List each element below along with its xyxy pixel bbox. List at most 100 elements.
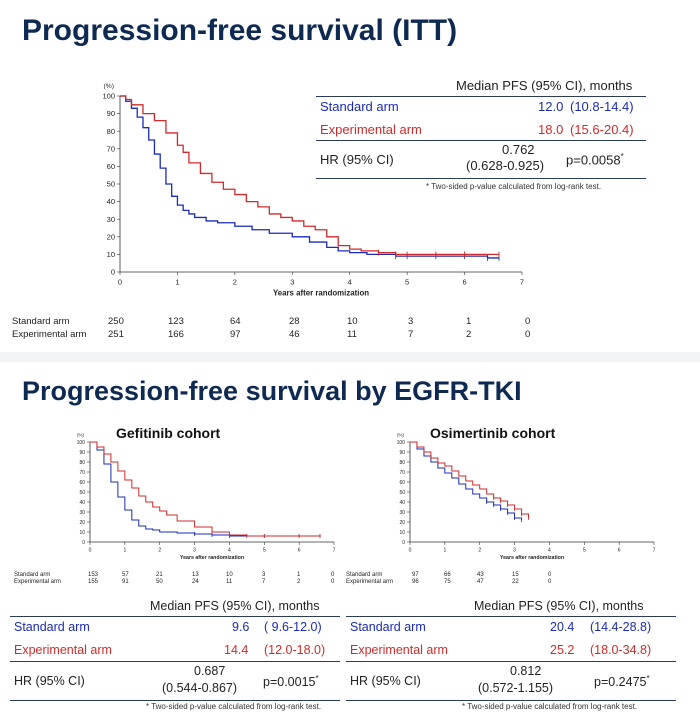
gef-x-tick-label: 7 <box>333 548 336 554</box>
osi-median-table: Median PFS (95% CI), months Standard arm… <box>346 594 676 706</box>
osi-at-risk-experimental-0: 96 <box>412 579 419 585</box>
gef-x-tick-label: 3 <box>193 548 196 554</box>
gef-at-risk-experimental-7: 0 <box>331 579 335 585</box>
itt-panel: Progression-free survival (ITT) 0 10 20 30 4… <box>0 0 700 352</box>
osi-at-risk-table: Standard arm 97 66 43 15 0 Experimental … <box>0 572 700 590</box>
osi-x-axis-label: Years after randomization <box>500 555 564 561</box>
itt-at-risk-standard-3: 28 <box>289 316 300 327</box>
gef-at-risk-standard-1: 57 <box>122 572 129 578</box>
osi-at-risk-standard-1: 66 <box>444 572 451 578</box>
gef-y-tick-label: 0 <box>82 540 85 546</box>
gef-y-tick-label: 100 <box>77 440 86 446</box>
itt-at-risk-experimental-0: 251 <box>108 329 124 340</box>
gef-y-tick-label: 20 <box>79 520 85 526</box>
itt-at-risk-standard-6: 1 <box>466 316 472 327</box>
gef-y-tick-label: 50 <box>79 490 85 496</box>
osi-standard-ci: (14.4-28.8) <box>590 620 652 634</box>
itt-at-risk-experimental-6: 2 <box>466 329 472 340</box>
itt-at-risk-standard-0: 250 <box>108 316 124 327</box>
itt-at-risk-standard-7: 0 <box>525 316 531 327</box>
gef-x-tick-label: 4 <box>228 548 231 554</box>
osi-hr-value: 0.812 <box>510 664 542 678</box>
gef-y-tick-label: 90 <box>79 450 85 456</box>
osi-standard-label: Standard arm <box>350 620 426 634</box>
gef-y-tick-label: 60 <box>79 480 85 486</box>
gef-at-risk-standard-0: 153 <box>88 572 99 578</box>
itt-y-tick-label: 30 <box>107 215 115 224</box>
osi-hr-ci: (0.572-1.155) <box>478 681 554 695</box>
gef-hr-ci: (0.544-0.867) <box>162 681 238 695</box>
gef-at-risk-experimental-0: 155 <box>88 579 99 585</box>
itt-x-tick-label: 1 <box>175 277 179 286</box>
itt-y-tick-label: 0 <box>111 268 115 277</box>
gef-footnote: * Two-sided p-value calculated from log-… <box>146 702 322 711</box>
itt-standard-ci: (10.8-14.4) <box>570 99 634 114</box>
gef-table-header: Median PFS (95% CI), months <box>150 599 320 613</box>
gef-standard-ci: ( 9.6-12.0) <box>264 620 322 634</box>
itt-km-chart: 0 10 20 30 40 50 60 70 80 90 100 0 1 2 3 4 5 6 7 (%) Years a… <box>102 83 524 298</box>
osi-x-tick-label: 0 <box>409 548 412 554</box>
osi-x-tick-label: 1 <box>443 548 446 554</box>
itt-at-risk-standard-1: 123 <box>168 316 184 327</box>
gef-at-risk-standard-3: 13 <box>192 572 199 578</box>
gef-hr-label: HR (95% CI) <box>14 674 85 688</box>
osi-y-tick-label: 70 <box>399 470 405 476</box>
gef-at-risk-experimental-4: 11 <box>226 579 233 585</box>
itt-y-tick-label: 80 <box>107 127 115 136</box>
itt-at-risk-experimental-2: 97 <box>230 329 241 340</box>
gef-cohort-title: Gefitinib cohort <box>116 425 221 441</box>
egfr-panel: Progression-free survival by EGFR-TKI 0 1… <box>0 362 700 720</box>
gef-y-axis-label: (%) <box>77 433 84 438</box>
itt-experimental-label: Experimental arm <box>320 122 422 137</box>
itt-at-risk-experimental-7: 0 <box>525 329 531 340</box>
osi-experimental-arm-curve <box>410 441 530 518</box>
itt-at-risk-standard-5: 3 <box>408 316 414 327</box>
gef-at-risk-standard-2: 21 <box>156 572 163 578</box>
gef-hr-value: 0.687 <box>194 664 226 678</box>
gef-at-risk-experimental-1: 91 <box>122 579 129 585</box>
egfr-title: Progression-free survival by EGFR-TKI <box>22 376 522 406</box>
itt-standard-arm-curve <box>120 95 500 259</box>
itt-x-tick-label: 7 <box>520 277 524 286</box>
itt-y-tick-label: 20 <box>107 232 115 241</box>
osi-y-tick-label: 0 <box>402 540 405 546</box>
itt-standard-median: 12.0 <box>538 99 564 114</box>
osi-p-value: p=0.2475* <box>594 674 650 690</box>
osi-x-tick-label: 2 <box>478 548 481 554</box>
osi-x-tick-label: 6 <box>618 548 621 554</box>
gef-x-axis-label: Years after randomization <box>180 555 244 561</box>
itt-footnote: * Two-sided p-value calculated from log-… <box>426 182 602 191</box>
gef-at-risk-standard-5: 3 <box>262 572 266 578</box>
gef-at-risk-experimental-2: 50 <box>156 579 163 585</box>
itt-y-tick-label: 10 <box>107 250 115 259</box>
osi-standard-median: 20.4 <box>550 620 575 634</box>
itt-experimental-median: 18.0 <box>538 122 564 137</box>
itt-y-tick-label: 60 <box>107 162 115 171</box>
osi-y-tick-label: 10 <box>399 530 405 536</box>
itt-at-risk-standard-2: 64 <box>230 316 241 327</box>
itt-x-tick-label: 4 <box>348 277 352 286</box>
gef-y-tick-label: 30 <box>79 510 85 516</box>
itt-y-tick-label: 50 <box>107 180 115 189</box>
itt-standard-label: Standard arm <box>320 99 399 114</box>
itt-at-risk-experimental-3: 46 <box>289 329 300 340</box>
gef-at-risk-standard-4: 10 <box>226 572 233 578</box>
osi-at-risk-standard-2: 43 <box>477 572 484 578</box>
gef-x-tick-label: 5 <box>263 548 266 554</box>
gef-standard-arm-curve <box>90 441 321 537</box>
gef-at-risk-table: Standard arm 153 57 21 13 10 3 1 0 Exper… <box>0 572 345 590</box>
gef-experimental-ci: (12.0-18.0) <box>264 643 326 657</box>
osi-x-tick-label: 5 <box>583 548 586 554</box>
osi-y-tick-label: 20 <box>399 520 405 526</box>
itt-at-risk-experimental-5: 7 <box>408 329 414 340</box>
itt-y-tick-label: 100 <box>102 92 115 101</box>
gef-at-risk-standard-label: Standard arm <box>14 572 51 578</box>
osi-at-risk-experimental-3: 22 <box>512 579 519 585</box>
osi-cohort-title: Osimertinib cohort <box>430 425 556 441</box>
itt-y-tick-label: 90 <box>107 109 115 118</box>
itt-at-risk-experimental-1: 166 <box>168 329 184 340</box>
osi-at-risk-experimental-4: 0 <box>548 579 552 585</box>
itt-at-risk-table: Standard arm 250 123 64 28 10 3 1 0 Expe… <box>0 316 600 344</box>
itt-p-value: p=0.0058* <box>566 152 624 168</box>
